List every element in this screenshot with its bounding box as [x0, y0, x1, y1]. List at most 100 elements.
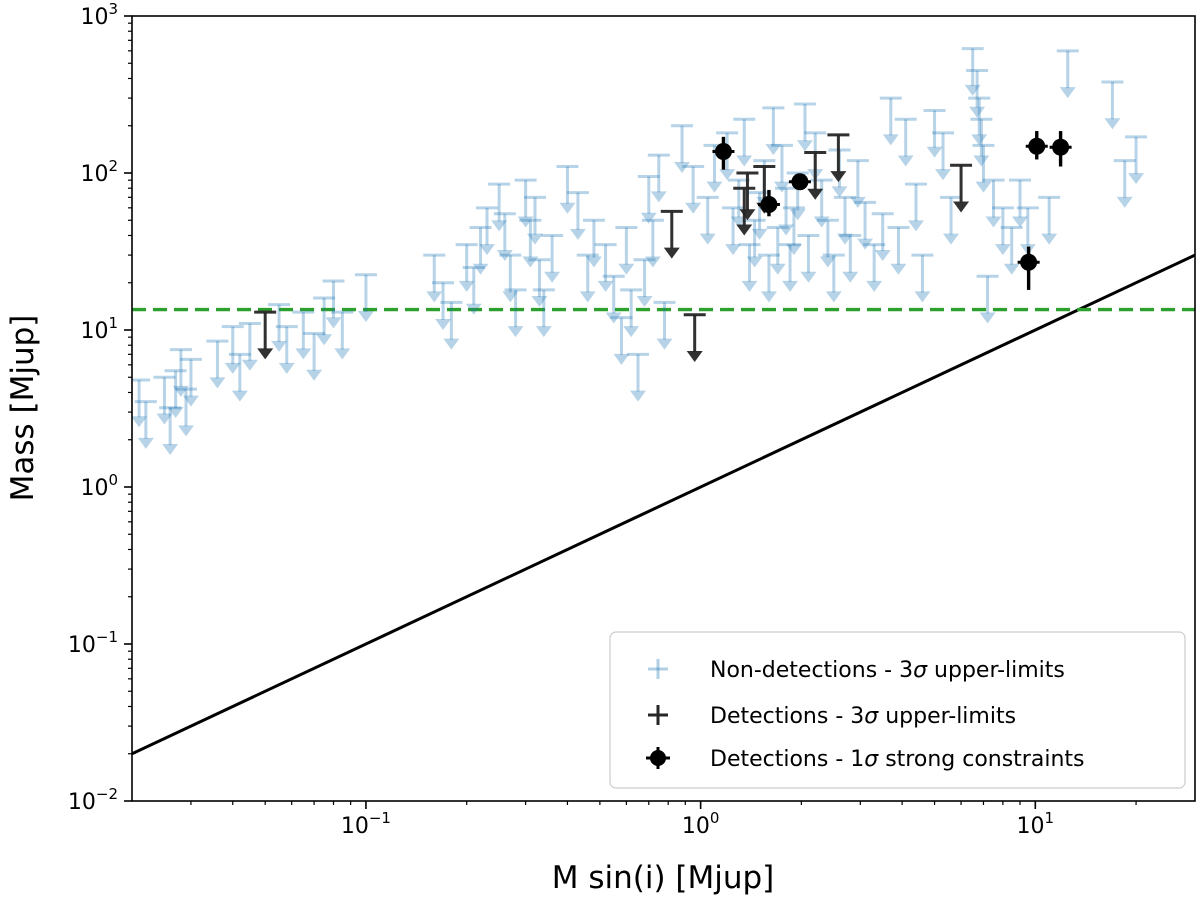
non-detection-upper-limit: [991, 206, 1014, 256]
non-detection-upper-limit: [846, 159, 869, 208]
non-detection-upper-limit: [822, 253, 845, 303]
y-tick-label: 101: [80, 314, 118, 344]
non-detection-upper-limit: [594, 243, 617, 292]
non-detection-upper-limit: [620, 288, 643, 338]
detection-upper-limit: [683, 313, 706, 363]
plot-area: [132, 47, 1195, 756]
non-detection-upper-limit: [738, 243, 761, 292]
non-detection-upper-limit: [524, 195, 547, 245]
non-detection-upper-limit: [766, 225, 789, 275]
non-detection-upper-limit: [743, 218, 766, 268]
legend-label-strong-constraints: Detections - 1σ strong constraints: [710, 747, 1084, 772]
non-detection-upper-limit: [961, 47, 984, 96]
non-detection-upper-limit: [627, 352, 650, 402]
non-detection-upper-limit: [923, 109, 946, 158]
non-detection-upper-limit: [779, 243, 802, 292]
non-detection-upper-limit: [221, 325, 244, 374]
non-detection-upper-limit: [816, 218, 839, 268]
non-detection-upper-limit: [1125, 135, 1148, 185]
detection-upper-limit: [660, 209, 683, 259]
non-detection-upper-limit: [582, 218, 605, 268]
non-detection-upper-limit: [970, 117, 993, 167]
non-detection-upper-limit: [966, 68, 989, 118]
non-detection-upper-limit: [863, 243, 886, 292]
non-detection-upper-limit: [132, 378, 151, 428]
non-detection-upper-limit: [268, 303, 291, 352]
non-detection-upper-limit: [432, 281, 455, 330]
non-detection-upper-limit: [682, 165, 705, 214]
non-detection-upper-limit: [169, 348, 192, 397]
non-detection-upper-limit: [722, 206, 745, 256]
non-detection-upper-limit: [159, 406, 182, 455]
y-tick-label: 100: [80, 471, 118, 501]
non-detection-upper-limit: [633, 258, 656, 308]
legend: Non-detections - 3σ upper-limits Detecti…: [609, 631, 1186, 789]
non-detection-upper-limit: [770, 143, 793, 193]
detection-upper-limit: [827, 133, 850, 183]
non-detection-upper-limit: [733, 117, 756, 167]
y-tick-label: 10−1: [68, 628, 118, 658]
legend-marker-non-detections: [648, 659, 668, 679]
detection-upper-limit: [736, 171, 759, 221]
non-detection-upper-limit: [514, 178, 537, 228]
legend-label-detection-limits: Detections - 3σ upper-limits: [710, 704, 1016, 729]
non-detection-upper-limit: [748, 191, 771, 240]
detection-strong-constraint: [788, 173, 811, 191]
non-detection-upper-limit: [528, 258, 551, 308]
non-detection-upper-limit: [134, 400, 157, 449]
non-detection-upper-limit: [797, 233, 820, 283]
legend-box: [609, 631, 1186, 789]
non-detection-upper-limit: [292, 310, 315, 360]
non-detection-upper-limit: [440, 300, 463, 350]
detection-strong-constraint: [757, 189, 780, 217]
non-detection-upper-limit: [602, 274, 625, 324]
non-detection-upper-limit: [757, 253, 780, 303]
non-detection-upper-limit: [556, 165, 579, 214]
non-detection-upper-limit: [641, 218, 664, 268]
non-detection-upper-limit: [854, 200, 877, 250]
non-detection-upper-limit: [839, 233, 862, 283]
x-axis-label: M sin(i) [Mjup]: [552, 860, 775, 896]
non-detection-upper-limit: [238, 322, 261, 371]
non-detection-upper-limit: [932, 131, 955, 181]
non-detection-upper-limit: [1101, 80, 1124, 130]
non-detection-upper-limit: [911, 253, 934, 303]
non-detection-upper-limit: [462, 266, 485, 315]
non-detection-upper-limit: [488, 182, 511, 232]
non-detection-upper-limit: [976, 274, 999, 324]
non-detection-upper-limit: [775, 186, 798, 236]
y-tick-label: 102: [80, 157, 118, 187]
non-detection-upper-limit: [1113, 159, 1136, 208]
detection-upper-limit: [950, 163, 973, 213]
non-detection-upper-limit: [519, 218, 542, 268]
non-detection-upper-limit: [637, 174, 660, 224]
non-detection-upper-limit: [423, 253, 446, 303]
non-detection-upper-limit: [879, 96, 902, 146]
y-axis-label: Mass [Mjup]: [5, 315, 41, 502]
detection-upper-limit: [804, 151, 827, 200]
non-detection-upper-limit: [762, 106, 785, 156]
non-detection-upper-limit: [833, 195, 856, 245]
non-detection-upper-limit: [476, 206, 499, 256]
detection-strong-constraint: [1017, 246, 1040, 290]
non-detection-upper-limit: [153, 375, 176, 425]
non-detection-upper-limit: [228, 352, 251, 402]
non-detection-upper-limit: [499, 253, 522, 303]
detection-upper-limit: [733, 186, 756, 236]
non-detection-upper-limit: [782, 206, 805, 256]
detection-strong-constraint: [1049, 131, 1072, 167]
axis-ticks: 10−1 100 101 10−2 10−1 100 101 102 103: [68, 0, 1137, 839]
non-detection-upper-limit: [322, 279, 345, 329]
detection-strong-constraint: [712, 136, 735, 170]
non-detection-upper-limit: [303, 331, 326, 381]
legend-marker-detection-limits: [648, 705, 668, 725]
plot-frame: [131, 15, 1196, 802]
non-detection-upper-limit: [1038, 195, 1061, 245]
x-tick-label: 101: [1017, 809, 1055, 839]
non-detection-upper-limit: [1056, 49, 1079, 99]
non-detection-upper-limit: [493, 212, 516, 262]
non-detection-upper-limit: [469, 225, 492, 275]
non-detection-upper-limit: [541, 233, 564, 283]
non-detection-upper-limit: [904, 182, 927, 232]
